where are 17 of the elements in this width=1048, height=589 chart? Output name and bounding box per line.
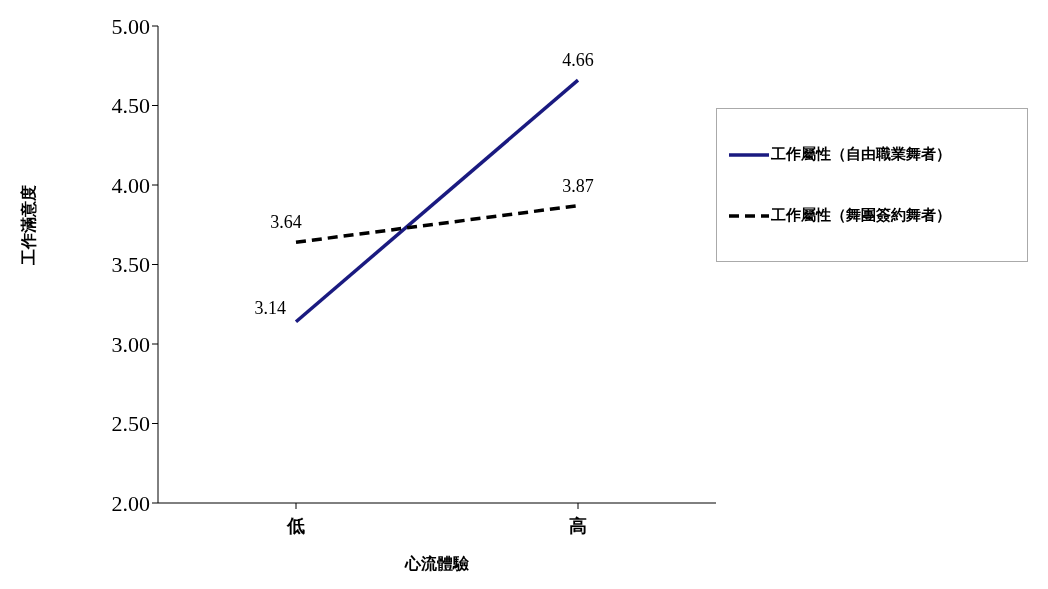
y-tick-label: 3.00 <box>111 331 150 357</box>
data-label: 3.14 <box>254 297 286 318</box>
legend-label: 工作屬性（舞團簽約舞者） <box>771 206 951 225</box>
y-tick-label: 2.50 <box>111 411 150 437</box>
y-tick-label: 5.00 <box>111 13 150 39</box>
x-axis-title: 心流體驗 <box>404 554 470 572</box>
data-label: 3.64 <box>270 212 302 233</box>
x-tick-label: 高 <box>569 514 587 536</box>
data-label: 4.66 <box>562 50 594 71</box>
y-axis-title: 工作滿意度 <box>18 184 37 266</box>
y-tick-label: 4.00 <box>111 172 150 198</box>
y-tick-label: 4.50 <box>111 93 150 119</box>
y-tick-label: 2.00 <box>111 490 150 516</box>
legend-label: 工作屬性（自由職業舞者） <box>771 145 951 164</box>
y-tick-label: 3.50 <box>111 252 150 278</box>
data-label: 3.87 <box>562 175 594 196</box>
x-tick-label: 低 <box>286 514 305 536</box>
